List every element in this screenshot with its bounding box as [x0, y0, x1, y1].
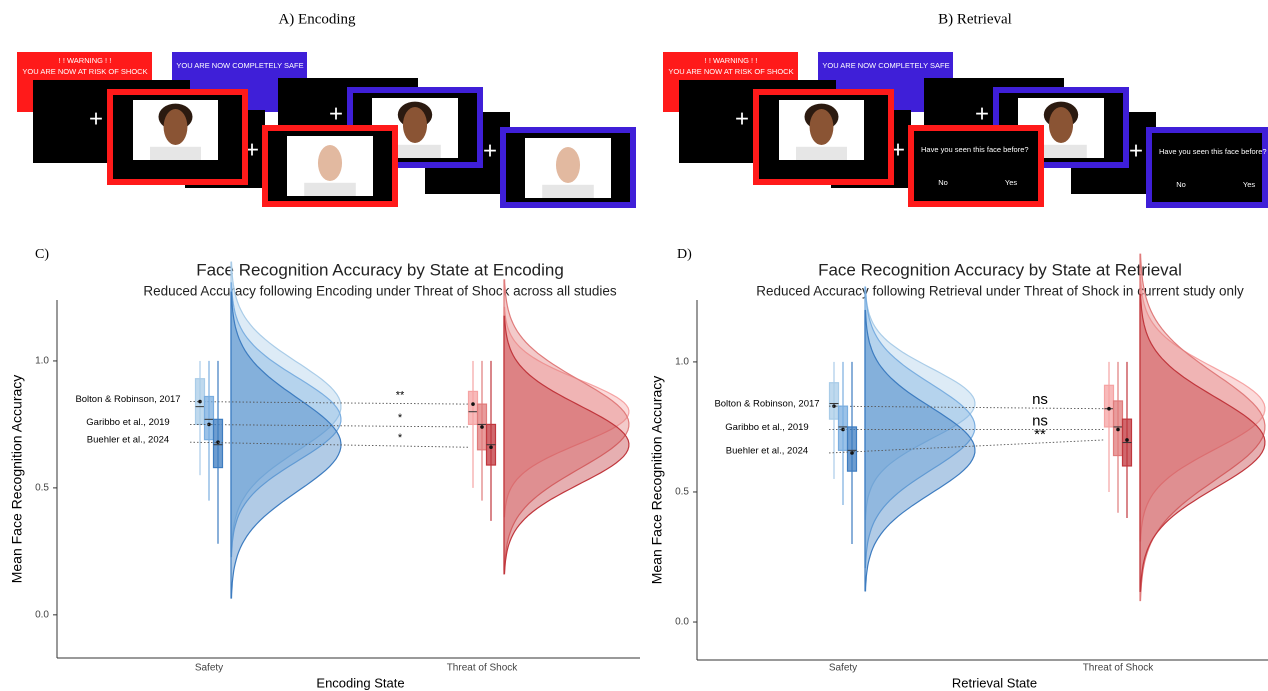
x-tick-label: Threat of Shock	[447, 663, 519, 674]
panel-label: D)	[677, 247, 692, 262]
chart-title: Face Recognition Accuracy by State at Re…	[818, 260, 1182, 279]
x-tick-label: Safety	[195, 663, 223, 674]
mean-dot	[471, 402, 475, 406]
warning-text: YOU ARE NOW AT RISK OF SHOCK	[668, 67, 793, 76]
mean-dot	[1116, 428, 1120, 432]
shirt	[796, 147, 847, 160]
page: A) Encoding B) Retrieval ! ! WARNING ! !…	[0, 0, 1268, 691]
figure: A) Encoding B) Retrieval ! ! WARNING ! !…	[0, 0, 1268, 691]
y-axis-label: Mean Face Recognition Accuracy	[9, 375, 25, 584]
x-axis-label: Retrieval State	[952, 675, 1037, 690]
chart-subtitle: Reduced Accuracy following Retrieval und…	[756, 284, 1244, 299]
mean-dot	[480, 425, 484, 429]
study-label: Bolton & Robinson, 2017	[714, 399, 819, 410]
head	[810, 109, 834, 145]
question-text: Have you seen this face before?	[1159, 147, 1267, 156]
box	[205, 396, 214, 439]
fixation-cross: +	[1129, 137, 1143, 164]
fixation-cross: +	[329, 100, 343, 127]
box	[469, 391, 478, 424]
study-label: Bolton & Robinson, 2017	[75, 394, 180, 405]
fixation-cross: +	[975, 100, 989, 127]
response-option: No	[1176, 180, 1186, 189]
head	[164, 109, 188, 145]
significance-label: *	[398, 412, 403, 424]
stimulus-screen	[1149, 130, 1265, 205]
fixation-cross: +	[483, 137, 497, 164]
head	[556, 147, 580, 183]
warning-text: YOU ARE NOW AT RISK OF SHOCK	[22, 67, 147, 76]
x-axis-label: Encoding State	[316, 675, 404, 690]
mean-dot	[1107, 407, 1111, 411]
mean-dot	[1125, 438, 1129, 442]
response-option: Yes	[1243, 180, 1255, 189]
significance-label: **	[1034, 426, 1046, 443]
panel-title: A) Encoding	[278, 11, 356, 27]
warning-text: ! ! WARNING ! !	[705, 56, 758, 65]
mean-dot	[489, 445, 493, 449]
y-tick-label: 0.5	[675, 487, 689, 498]
x-tick-label: Threat of Shock	[1083, 663, 1155, 674]
shirt	[542, 185, 594, 198]
task-panel: ! ! WARNING ! ! YOU ARE NOW AT RISK OF SH…	[17, 52, 633, 205]
chart-title: Face Recognition Accuracy by State at En…	[196, 260, 564, 279]
x-tick-label: Safety	[829, 663, 857, 674]
box	[848, 427, 857, 471]
y-tick-label: 0.0	[675, 617, 689, 628]
study-label: Buehler et al., 2024	[726, 445, 808, 456]
fixation-cross: +	[89, 105, 103, 132]
y-tick-label: 1.0	[675, 357, 689, 368]
significance-label: *	[398, 432, 403, 444]
safe-text: YOU ARE NOW COMPLETELY SAFE	[176, 61, 303, 70]
significance-label: **	[396, 389, 405, 401]
stimulus-screen	[911, 128, 1041, 204]
panel-title: B) Retrieval	[938, 11, 1012, 27]
significance-label: ns	[1032, 391, 1048, 408]
mean-dot	[216, 440, 220, 444]
head	[318, 145, 342, 181]
shirt	[150, 147, 201, 160]
head	[403, 107, 427, 143]
task-panel: ! ! WARNING ! ! YOU ARE NOW AT RISK OF SH…	[663, 52, 1267, 205]
box	[1105, 385, 1114, 427]
y-axis-label: Mean Face Recognition Accuracy	[649, 376, 665, 585]
question-text: Have you seen this face before?	[921, 145, 1029, 154]
study-label: Garibbo et al., 2019	[725, 422, 808, 433]
head	[1049, 107, 1073, 143]
y-tick-label: 1.0	[35, 356, 49, 367]
safe-text: YOU ARE NOW COMPLETELY SAFE	[822, 61, 949, 70]
chart-subtitle: Reduced Accuracy following Encoding unde…	[143, 284, 617, 299]
y-tick-label: 0.0	[35, 609, 49, 620]
response-option: No	[938, 178, 948, 187]
panel-label: C)	[35, 247, 49, 262]
warning-text: ! ! WARNING ! !	[59, 56, 112, 65]
box	[830, 383, 839, 419]
response-option: Yes	[1005, 178, 1017, 187]
shirt	[304, 183, 356, 196]
fixation-cross: +	[735, 105, 749, 132]
y-tick-label: 0.5	[35, 483, 49, 494]
study-label: Garibbo et al., 2019	[86, 417, 169, 428]
study-label: Buehler et al., 2024	[87, 435, 169, 446]
